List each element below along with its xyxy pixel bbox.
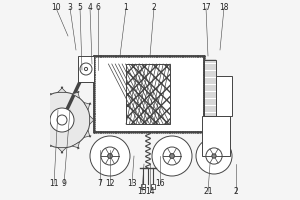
Text: 10: 10 <box>51 3 61 12</box>
Text: 2: 2 <box>234 188 239 196</box>
Text: 6: 6 <box>96 3 100 12</box>
Text: 1: 1 <box>124 3 128 12</box>
Text: 17: 17 <box>201 3 211 12</box>
Text: 14: 14 <box>145 188 155 196</box>
Text: 9: 9 <box>61 180 66 188</box>
Text: 11: 11 <box>49 180 59 188</box>
Circle shape <box>84 67 88 71</box>
Circle shape <box>34 92 90 148</box>
Text: 16: 16 <box>155 180 165 188</box>
Text: 3: 3 <box>68 3 72 12</box>
Polygon shape <box>29 116 34 124</box>
Polygon shape <box>44 91 52 98</box>
Text: 18: 18 <box>219 3 229 12</box>
Bar <box>202 116 230 156</box>
Circle shape <box>101 147 119 165</box>
Polygon shape <box>44 142 52 149</box>
Polygon shape <box>84 130 91 137</box>
Polygon shape <box>58 87 66 92</box>
Circle shape <box>196 138 232 174</box>
Bar <box>78 56 94 82</box>
Text: 7: 7 <box>98 180 102 188</box>
Bar <box>141 184 146 189</box>
Polygon shape <box>90 116 95 124</box>
Circle shape <box>152 136 192 176</box>
Circle shape <box>57 115 67 125</box>
Polygon shape <box>33 130 40 137</box>
Text: 13: 13 <box>127 180 137 188</box>
Bar <box>94 56 204 132</box>
Bar <box>151 184 155 189</box>
Text: 2: 2 <box>152 3 156 12</box>
Bar <box>204 60 216 116</box>
Polygon shape <box>58 148 66 153</box>
Polygon shape <box>84 103 91 110</box>
Bar <box>216 76 232 116</box>
Circle shape <box>169 154 174 158</box>
Circle shape <box>163 147 181 165</box>
Bar <box>126 64 170 124</box>
Circle shape <box>90 136 130 176</box>
Text: 15: 15 <box>137 188 147 196</box>
Text: 5: 5 <box>78 3 82 12</box>
Text: 21: 21 <box>203 188 213 196</box>
Polygon shape <box>72 91 80 98</box>
Circle shape <box>206 148 222 164</box>
Text: 4: 4 <box>88 3 92 12</box>
Text: 12: 12 <box>105 180 115 188</box>
Polygon shape <box>72 142 80 149</box>
Circle shape <box>80 63 92 75</box>
Circle shape <box>50 108 74 132</box>
Circle shape <box>108 154 112 158</box>
Polygon shape <box>33 103 40 110</box>
Circle shape <box>212 154 216 158</box>
